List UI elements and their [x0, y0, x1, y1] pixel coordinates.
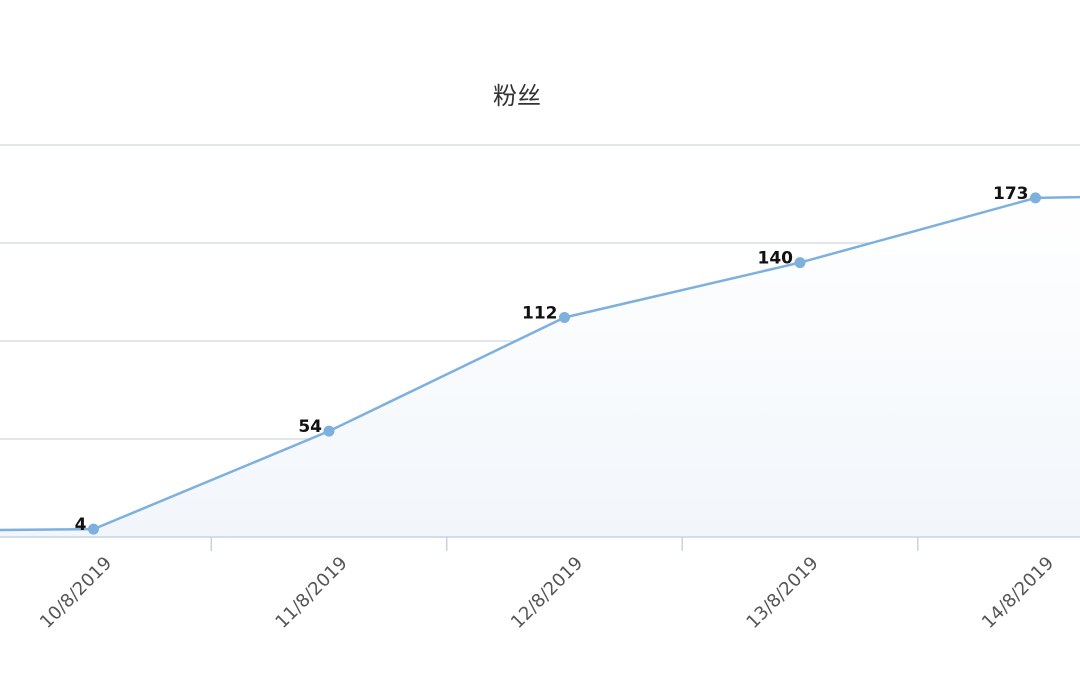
series-layer — [0, 192, 1080, 535]
area-fill — [0, 197, 1080, 537]
x-tick-label: 14/8/2019 — [978, 553, 1058, 633]
data-point — [1030, 192, 1041, 204]
data-label: 4 — [75, 515, 87, 535]
data-point — [323, 425, 335, 437]
data-label: 54 — [298, 417, 322, 437]
x-tick-label: 10/8/2019 — [36, 553, 116, 633]
data-labels: 4 54 112 140 173 — [75, 184, 1029, 535]
series-area — [0, 197, 1080, 537]
data-point — [88, 523, 99, 535]
data-label: 140 — [758, 249, 794, 269]
data-point — [559, 311, 570, 323]
data-label: 173 — [993, 184, 1029, 204]
x-tick-label: 12/8/2019 — [507, 553, 587, 633]
chart-title: 粉丝 — [493, 82, 541, 110]
x-axis: 10/8/2019 11/8/2019 12/8/2019 13/8/2019 14/8… — [0, 536, 1080, 633]
x-tick-label: 13/8/2019 — [742, 553, 822, 633]
x-tick-label: 11/8/2019 — [271, 553, 351, 633]
data-point — [794, 257, 806, 269]
data-label: 112 — [522, 303, 558, 323]
